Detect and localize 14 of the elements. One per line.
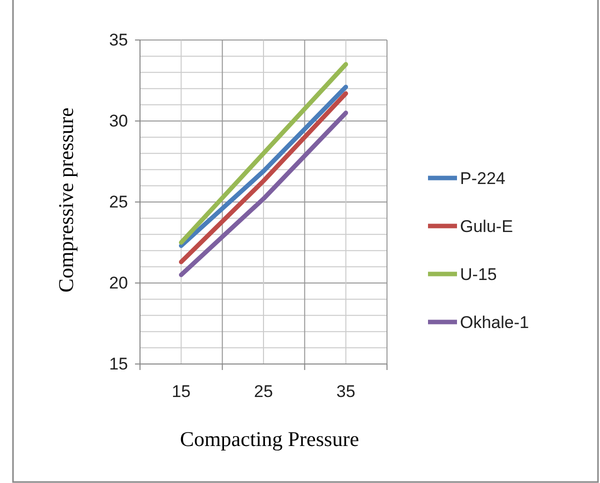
x-tick-label: 25 [254, 382, 273, 401]
y-tick-label: 25 [109, 192, 128, 212]
y-tick-label: 35 [109, 30, 128, 50]
x-tick-label: 15 [172, 382, 191, 401]
legend-label: P-224 [460, 169, 506, 188]
x-axis-title: Compacting Pressure [180, 427, 360, 451]
legend-label: U-15 [460, 265, 497, 284]
legend-label: Okhale-1 [460, 313, 529, 332]
y-axis-title: Compressive pressure [54, 108, 78, 292]
y-tick-label: 20 [109, 273, 128, 292]
legend-label: Gulu-E [460, 217, 513, 236]
x-tick-label: 35 [336, 382, 356, 401]
y-tick-label: 30 [109, 111, 128, 130]
y-tick-label: 15 [109, 354, 128, 374]
